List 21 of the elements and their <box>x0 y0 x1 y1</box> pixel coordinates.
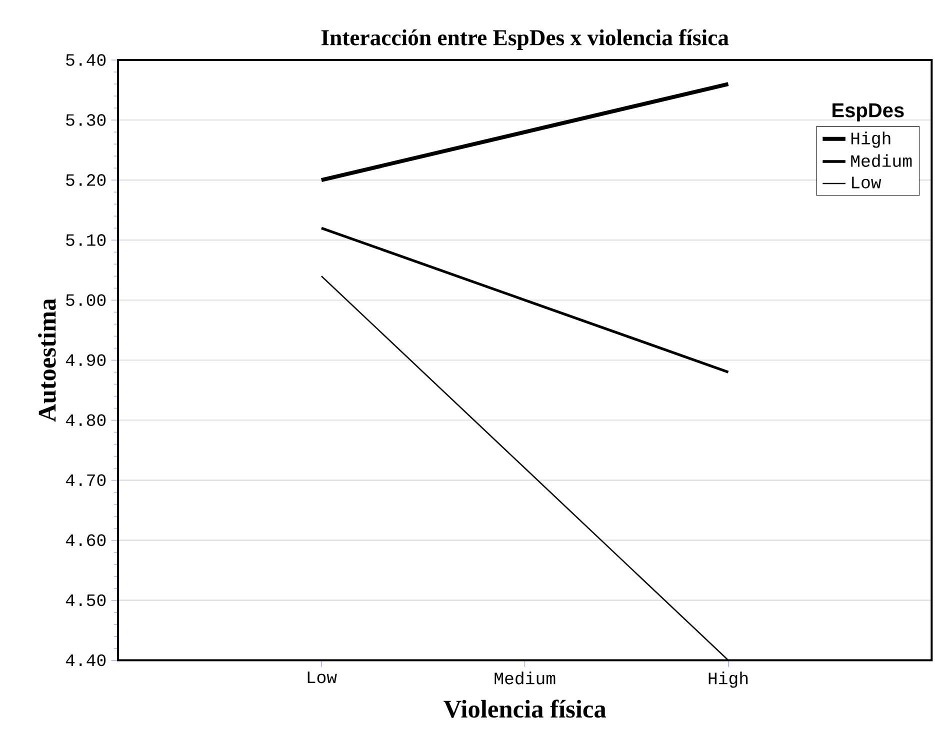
y-tick-label: 5.00 <box>66 294 106 306</box>
x-tick-label: Low <box>308 671 337 684</box>
x-axis-title: Violencia física <box>444 699 606 718</box>
y-tick-label: 4.40 <box>66 654 106 666</box>
legend-label: Low <box>852 176 882 188</box>
y-tick-label: 4.90 <box>66 354 106 366</box>
y-tick-label: 4.70 <box>66 474 106 486</box>
y-tick-label: 5.30 <box>66 114 106 126</box>
y-tick-label: 4.60 <box>66 534 106 546</box>
chart-title: Interacción entre EspDes x violencia física <box>321 29 729 50</box>
y-tick-label: 4.50 <box>66 594 106 606</box>
y-tick-label: 5.40 <box>66 54 106 66</box>
legend-label: Medium <box>851 154 912 167</box>
y-tick-label: 4.80 <box>66 414 106 426</box>
x-tick-label: Medium <box>494 671 556 684</box>
y-tick-label: 5.10 <box>66 234 106 246</box>
x-tick-label: High <box>708 671 748 688</box>
y-axis-title: Autoestima <box>38 298 56 422</box>
legend-label: High <box>851 132 890 148</box>
y-tick-label: 5.20 <box>66 174 106 186</box>
legend-title: EspDes <box>832 103 904 122</box>
